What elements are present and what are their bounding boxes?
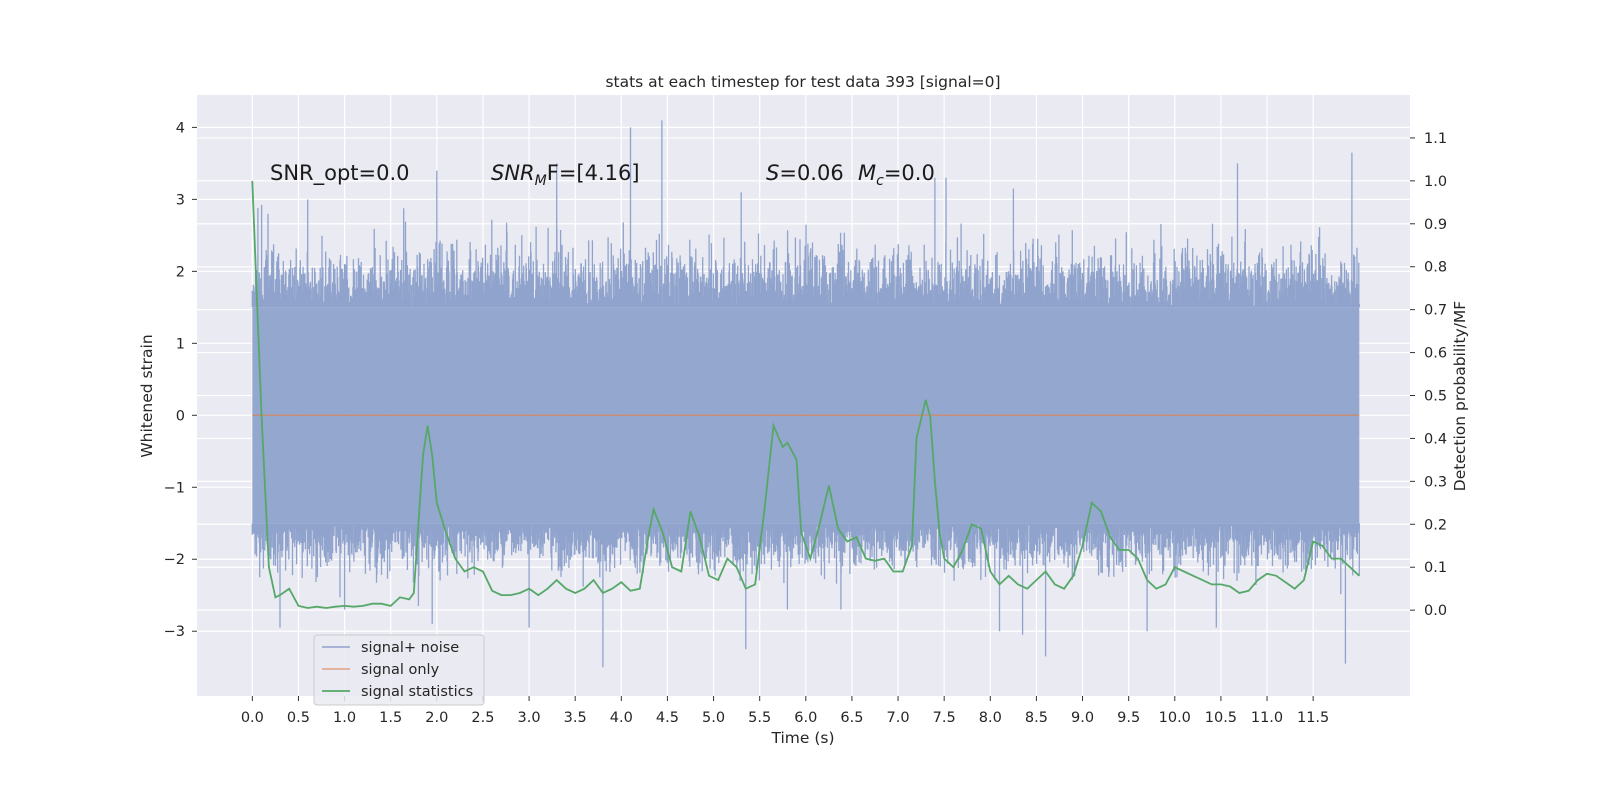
right-y-tick-label-11: 1.1 — [1424, 131, 1447, 147]
x-tick-label-6: 3.0 — [518, 710, 541, 726]
x-tick-label-12: 6.0 — [794, 710, 817, 726]
x-tick-label-1: 0.5 — [287, 710, 310, 726]
legend-label-signal-statistics: signal statistics — [361, 684, 473, 700]
x-tick-label-23: 11.5 — [1297, 710, 1329, 726]
x-tick-label-2: 1.0 — [333, 710, 356, 726]
right-y-tick-label-8: 0.8 — [1424, 260, 1447, 276]
signal-statistics-series — [251, 180, 1360, 609]
s-symbol: S — [766, 161, 779, 185]
legend-label-signal-only: signal only — [361, 662, 440, 678]
legend-box — [313, 634, 485, 706]
x-tick-label-11: 5.5 — [748, 710, 771, 726]
snr-mf-symbol: SNR — [491, 161, 535, 185]
x-tick-label-15: 7.5 — [933, 710, 956, 726]
y-tick-label-0: −3 — [164, 624, 185, 640]
right-y-tick-label-5: 0.5 — [1424, 389, 1447, 405]
mc-symbol: M — [858, 161, 876, 185]
x-tick-label-5: 2.5 — [471, 710, 494, 726]
snr-opt-annotation: SNR_opt=0.0 — [270, 161, 410, 186]
legend-label-signal-noise: signal+ noise — [361, 640, 459, 656]
x-tick-label-9: 4.5 — [656, 710, 679, 726]
x-tick-label-3: 1.5 — [379, 710, 402, 726]
signal-noise-spikes — [251, 120, 1360, 668]
right-y-tick-label-1: 0.1 — [1424, 560, 1447, 576]
y-tick-label-4: 1 — [176, 336, 185, 352]
right-y-tick-label-9: 0.9 — [1424, 217, 1447, 233]
x-tick-label-20: 10.0 — [1159, 710, 1191, 726]
snr-mf-annotation: SNRMF=[4.16] — [491, 161, 640, 189]
y-tick-label-1: −2 — [164, 552, 185, 568]
y-tick-label-7: 4 — [176, 120, 185, 136]
right-y-tick-label-2: 0.2 — [1424, 517, 1447, 533]
right-y-tick-label-4: 0.4 — [1424, 431, 1447, 447]
y-axis-label: Whitened strain — [138, 334, 156, 457]
mc-annotation: Mc=0.0 — [858, 161, 935, 189]
x-tick-label-7: 3.5 — [564, 710, 587, 726]
x-axis-ticks: 0.0 0.5 1.0 1.5 2.0 2.5 3.0 3.5 4.0 4.5 5.0 5.5 6.0 6… — [241, 696, 1329, 726]
snr-mf-subscript: M — [535, 173, 547, 189]
x-tick-label-21: 10.5 — [1205, 710, 1237, 726]
mc-subscript: c — [876, 173, 884, 189]
right-y-axis-ticks: 0.0 0.1 0.2 0.3 0.4 0.5 0.6 0.7 0.8 0.9 1.0 1.1 — [1410, 131, 1447, 619]
x-tick-label-0: 0.0 — [241, 710, 264, 726]
x-tick-label-8: 4.0 — [610, 710, 633, 726]
x-axis-label: Time (s) — [770, 729, 834, 747]
y-tick-label-3: 0 — [176, 408, 185, 424]
chart-title: stats at each timestep for test data 393… — [605, 73, 1000, 91]
snr-mf-value: F=[4.16] — [547, 161, 640, 185]
x-tick-label-4: 2.0 — [425, 710, 448, 726]
x-tick-label-10: 5.0 — [702, 710, 725, 726]
x-tick-label-17: 8.5 — [1025, 710, 1048, 726]
x-tick-label-18: 9.0 — [1071, 710, 1094, 726]
left-y-axis-ticks: −3 −2 −1 0 1 2 3 4 — [164, 120, 197, 640]
x-tick-label-16: 8.0 — [979, 710, 1002, 726]
right-y-axis-label: Detection probability/MF — [1451, 301, 1469, 492]
x-tick-label-22: 11.0 — [1251, 710, 1283, 726]
mc-value: =0.0 — [884, 161, 935, 185]
y-tick-label-5: 2 — [176, 264, 185, 280]
x-tick-label-19: 9.5 — [1117, 710, 1140, 726]
right-y-tick-label-0: 0.0 — [1424, 603, 1447, 619]
s-value: =0.06 — [779, 161, 843, 185]
right-y-tick-label-6: 0.6 — [1424, 346, 1447, 362]
right-y-tick-label-3: 0.3 — [1424, 474, 1447, 490]
right-y-tick-label-10: 1.0 — [1424, 174, 1447, 190]
s-annotation: S=0.06 — [766, 161, 844, 185]
legend: signal+ noise signal only signal statist… — [313, 634, 485, 706]
y-tick-label-2: −1 — [164, 480, 185, 496]
right-y-tick-label-7: 0.7 — [1424, 303, 1447, 319]
y-tick-label-6: 3 — [176, 192, 185, 208]
x-tick-label-13: 6.5 — [840, 710, 863, 726]
x-tick-label-14: 7.0 — [887, 710, 910, 726]
